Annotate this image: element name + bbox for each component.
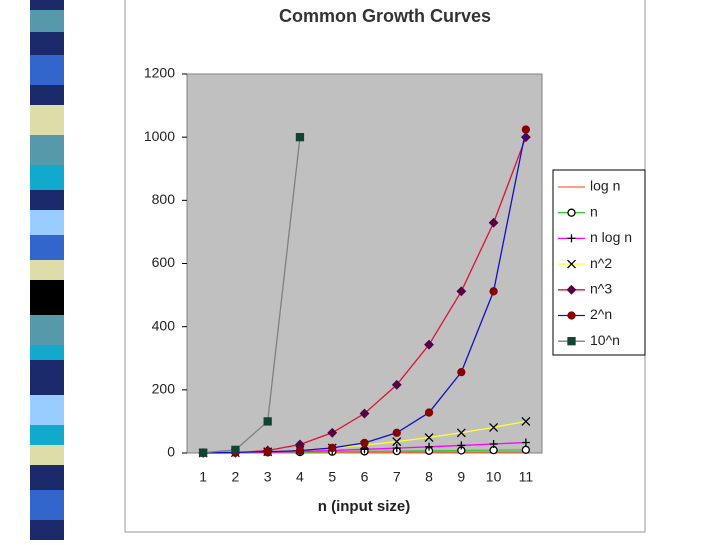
legend-marker [567,311,576,320]
x-tick-label: 7 [393,469,401,485]
y-tick-label: 400 [152,317,176,333]
legend-label: n [590,203,598,219]
marker [327,427,338,438]
y-tick-label: 200 [152,381,176,397]
marker [392,444,401,453]
legend-label: 10^n [590,332,620,348]
x-tick-label: 6 [361,469,369,485]
marker [328,443,337,453]
marker [263,417,272,426]
marker [457,441,466,450]
x-tick-label: 9 [457,469,465,485]
marker [521,438,530,447]
y-tick-label: 800 [152,191,176,207]
y-tick-label: 1200 [144,65,175,81]
marker [456,286,467,297]
legend-marker [567,337,576,346]
marker [392,428,401,437]
marker [424,339,434,350]
marker [360,438,369,448]
legend-marker [566,284,577,295]
marker [521,445,531,454]
decor-stripe [30,0,64,540]
marker [489,422,499,432]
plot-area [186,73,543,454]
legend-label: n^2 [590,255,612,271]
legend-marker [567,259,576,269]
marker [263,447,272,456]
marker [425,442,434,451]
x-axis-label: n (input size) [318,498,411,515]
marker [359,408,370,419]
x-tick-label: 2 [232,469,240,485]
marker [392,437,402,447]
legend [552,169,646,356]
x-tick-label: 11 [519,469,534,485]
legend-marker [567,208,576,217]
y-tick-label: 0 [167,444,175,460]
x-tick-label: 8 [425,469,433,485]
legend-label: log n [590,178,620,194]
marker [231,445,240,454]
x-tick-label: 10 [486,469,502,485]
legend-label: 2^n [590,306,612,322]
x-tick-label: 5 [328,469,336,485]
marker [424,408,434,417]
legend-label: n^3 [590,281,612,297]
marker [295,133,305,142]
marker [488,217,499,228]
marker [521,416,531,426]
chart-title: Common Growth Curves [279,6,491,26]
marker [295,446,305,455]
marker [198,448,208,457]
marker [456,428,466,438]
legend-label: n log n [590,229,632,245]
marker [391,379,402,390]
x-tick-label: 3 [264,469,272,485]
marker [489,287,498,296]
marker [489,439,498,448]
marker [457,367,466,377]
series-line [203,137,301,454]
x-tick-label: 4 [296,469,304,485]
marker [424,433,434,442]
legend-marker [567,234,576,243]
x-tick-label: 1 [199,469,207,485]
y-tick-label: 1000 [144,128,175,144]
y-tick-label: 600 [152,254,176,270]
marker [521,125,531,134]
